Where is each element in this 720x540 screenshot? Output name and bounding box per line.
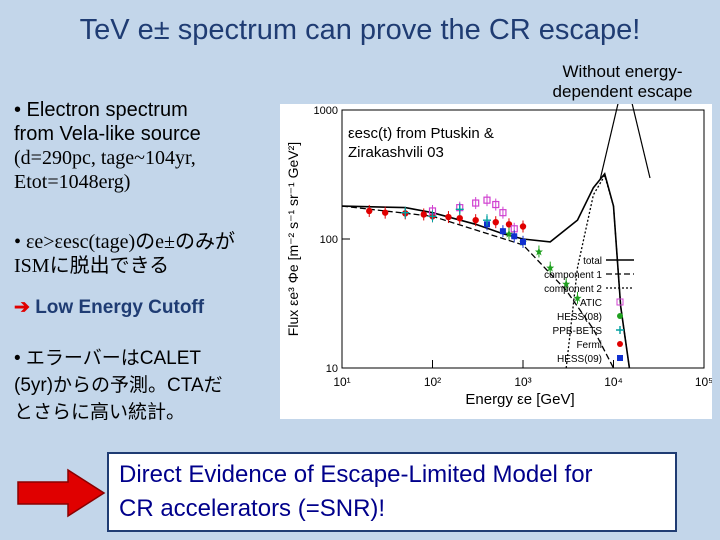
legend-marker [616, 298, 624, 306]
bullet-4-line-1: • エラーバーはCALET [14, 348, 201, 369]
y-axis-label: Flux εe³ Φe [m⁻² s⁻¹ sr⁻¹ GeV²] [285, 142, 301, 336]
point-ppb-bets [428, 212, 437, 221]
data-points [366, 194, 582, 304]
annotation-line-2: Zirakashvili 03 [348, 144, 444, 161]
bullet-1-line-1: • Electron spectrum [14, 99, 188, 121]
legend-label: ATIC [580, 298, 602, 309]
x-tick-label: 10¹ [333, 375, 350, 389]
conclusion-box: Direct Evidence of Escape-Limited Model … [107, 452, 677, 532]
conclusion-line-1: Direct Evidence of Escape-Limited Model … [119, 461, 593, 488]
legend-marker [617, 341, 623, 347]
point-fermi [492, 218, 499, 226]
bullet-1-line-4: Etot=1048erg) [14, 171, 131, 193]
point-hess-09- [511, 233, 518, 240]
bullet-1-line-2: from Vela-like source [14, 123, 201, 145]
legend-marker [617, 355, 623, 361]
x-tick-label: 10⁵ [695, 375, 712, 389]
spectrum-plot: 10¹ 10² 10³ 10⁴ 10⁵ 10 100 1000 total component … [280, 104, 712, 419]
y-tick-label: 10 [326, 363, 338, 375]
point-hess-08- [562, 279, 571, 288]
point-fermi [381, 209, 389, 216]
conclusion-text: Direct Evidence of Escape-Limited Model … [119, 458, 593, 526]
y-tick-label: 100 [320, 234, 338, 246]
bullet-low-energy-cutoff: ➔ Low Energy Cutoff [14, 296, 276, 320]
point-fermi [420, 211, 427, 218]
conclusion-line-2: CR accelerators (=SNR)! [119, 495, 386, 522]
point-fermi [519, 223, 527, 230]
point-hess-08- [573, 293, 582, 302]
x-tick-label: 10⁴ [604, 375, 623, 389]
curve-component-2 [565, 173, 631, 369]
point-fermi [456, 214, 463, 222]
bullet-2-line-2: ISMに脱出できる [14, 255, 170, 277]
legend-label: PPB-BETS [553, 326, 603, 337]
point-hess-09- [520, 238, 526, 245]
point-ppb-bets [455, 205, 464, 214]
right-arrow-icon: ➔ [14, 297, 30, 318]
point-atic [499, 209, 507, 217]
bullet-3-label: Low Energy Cutoff [35, 297, 205, 318]
legend-label: HESS(08) [557, 312, 602, 323]
bullet-escape: • εe>εesc(tage)のe±のみが ISMに脱出できる [14, 230, 276, 278]
legend-marker [616, 326, 624, 334]
bullet-error-bars: • エラーバーはCALET (5yr)からの予測。CTAだ とさらに高い統計。 [14, 345, 276, 426]
bullet-2-line-1: • εe>εesc(tage)のe±のみが [14, 231, 235, 253]
point-hess-08- [534, 247, 543, 256]
curve-component-1 [341, 205, 615, 369]
point-hess-08- [504, 229, 513, 238]
x-tick-label: 10² [424, 375, 441, 389]
slide-title: TeV e± spectrum can prove the CR escape! [79, 14, 641, 46]
bullet-1-line-3: (d=290pc, tage~104yr, [14, 147, 196, 169]
point-atic [472, 199, 480, 207]
point-fermi [505, 221, 513, 228]
bullet-4-line-2: (5yr)からの予測。CTAだ [14, 375, 223, 396]
no-escape-note: Without energy-dependent escape [552, 62, 693, 101]
point-fermi [472, 216, 479, 224]
point-hess-08- [546, 263, 555, 272]
bullet-4-line-3: とさらに高い統計。 [14, 402, 186, 423]
escape-annotation: εesc(t) from Ptuskin & Zirakashvili 03 [348, 124, 494, 162]
plot-background [280, 104, 712, 419]
pointer-line-1 [599, 104, 619, 181]
point-fermi [445, 213, 452, 221]
point-ppb-bets [482, 216, 491, 225]
y-tick-label: 1000 [314, 105, 338, 117]
annotation-line-1: εesc(t) from Ptuskin & [348, 125, 494, 142]
point-fermi [366, 207, 373, 215]
point-atic [492, 200, 500, 209]
axis-ticks: 10¹ 10² 10³ 10⁴ 10⁵ 10 100 1000 [314, 105, 712, 389]
legend-label: component 2 [544, 284, 602, 295]
legend-label: total [583, 256, 602, 267]
x-axis-label: Energy εe [GeV] [465, 391, 574, 408]
bullet-electron-spectrum: • Electron spectrum from Vela-like sourc… [14, 98, 276, 194]
legend-label: component 1 [544, 270, 602, 281]
legend-label: Fermi [576, 340, 602, 351]
pointer-line-2 [631, 104, 651, 179]
point-atic [483, 196, 491, 204]
right-arrow-icon [17, 468, 106, 518]
x-tick-label: 10³ [514, 375, 531, 389]
legend-label: HESS(09) [557, 354, 602, 365]
point-hess-09- [499, 228, 506, 235]
chart-legend: total component 1 component 2 ATIC HESS(08) P… [544, 256, 634, 365]
point-ppb-bets [401, 208, 410, 217]
legend-marker [617, 313, 623, 319]
